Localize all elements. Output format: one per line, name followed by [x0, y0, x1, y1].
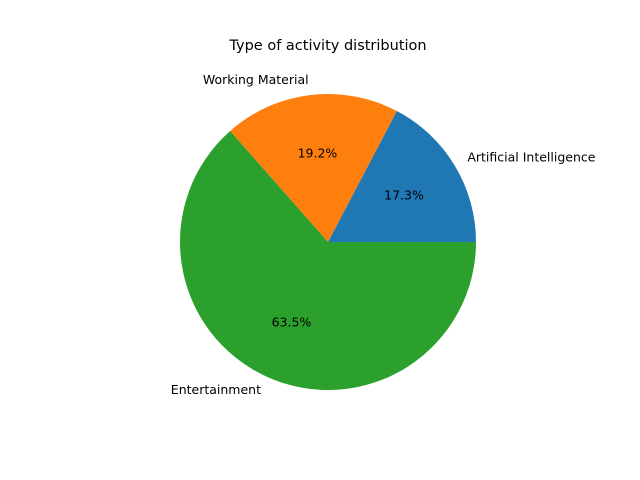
pie-slice-entertainment — [179, 130, 476, 390]
slice-label-entertainment: Entertainment — [171, 382, 261, 397]
percent-label-artificial-intelligence: 17.3% — [384, 188, 424, 203]
slice-label-artificial-intelligence: Artificial Intelligence — [467, 149, 595, 164]
percent-label-working-material: 19.2% — [298, 145, 338, 160]
pie-labels: Artificial Intelligence 17.3% Working Mate… — [171, 72, 596, 397]
pie-slice-artificial-intelligence — [328, 110, 477, 242]
slice-label-working-material: Working Material — [203, 72, 309, 87]
chart-title: Type of activity distribution — [228, 38, 426, 54]
percent-label-entertainment: 63.5% — [272, 314, 312, 329]
pie-slices — [179, 94, 477, 390]
pie-slice-working-material — [230, 94, 397, 243]
